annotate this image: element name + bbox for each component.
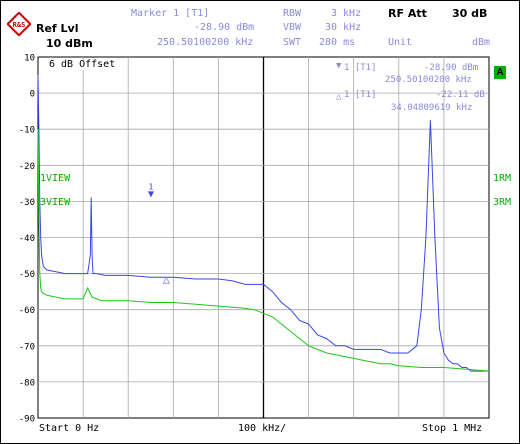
trace-3-rm-label: 3RM	[493, 197, 512, 208]
trace-mode-badge: A	[494, 66, 506, 79]
y-tick-label: 10	[24, 54, 35, 64]
markers: 1	[147, 182, 170, 284]
readout-delta-1-level: -22.11 dB	[436, 90, 485, 100]
y-tick-label: -80	[19, 378, 35, 388]
marker-1-symbol	[147, 191, 154, 198]
delta-marker-symbol-icon: △	[336, 92, 342, 102]
marker-1-symbol-icon: ▼	[336, 61, 342, 71]
y-tick-label: 0	[30, 90, 35, 100]
y-tick-label: -20	[19, 162, 35, 172]
readout-delta-1-tag: 1 [T1]	[344, 90, 377, 100]
unit-value: dBm	[472, 37, 491, 48]
swt-value: 280 ms	[319, 37, 356, 48]
readout-marker-1-frequency: 250.50100200 kHz	[385, 75, 472, 85]
trace-3view	[37, 129, 490, 372]
trace-1view	[37, 74, 489, 372]
y-tick-label: -10	[19, 126, 35, 136]
readout-marker-1-tag: 1 [T1]	[344, 63, 377, 73]
y-tick-label: -40	[19, 234, 35, 244]
marker-level: -28.90 dBm	[194, 22, 255, 33]
marker-title: Marker 1 [T1]	[131, 8, 210, 19]
rbw-label: RBW	[283, 8, 302, 19]
trace-1-rm-label: 1RM	[493, 173, 512, 184]
y-tick-label: -60	[19, 306, 35, 316]
traces	[37, 74, 490, 372]
rf-att-label: RF Att	[388, 7, 427, 20]
y-tick-label: -90	[19, 415, 35, 425]
vbw-label: VBW	[283, 22, 302, 33]
vbw-value: 30 kHz	[325, 22, 362, 33]
unit-label: Unit	[388, 37, 413, 48]
marker-1-label: 1	[149, 182, 154, 191]
ref-level-label: Ref Lvl	[36, 22, 79, 35]
rbw-value: 3 kHz	[331, 8, 362, 19]
swt-label: SWT	[283, 37, 302, 48]
trace-1-view-label: 1VIEW	[40, 173, 71, 184]
delta-marker-symbol	[162, 276, 170, 284]
y-tick-label: -70	[19, 342, 35, 352]
x-stop-label: Stop 1 MHz	[422, 423, 483, 434]
trace-3-view-label: 3VIEW	[40, 197, 71, 208]
grid	[37, 56, 490, 419]
rf-att-value: 30 dB	[452, 7, 488, 20]
x-scale-label: 100 kHz/	[238, 423, 287, 434]
readout-delta-1-frequency: 34.04809619 kHz	[391, 103, 473, 113]
offset-label: 6 dB Offset	[49, 59, 116, 70]
svg-text:R&S: R&S	[13, 21, 26, 29]
readout-marker-1-level: -28.90 dBm	[424, 63, 479, 73]
x-start-label: Start 0 Hz	[39, 423, 100, 434]
y-tick-label: -30	[19, 198, 35, 208]
ref-level-value: 10 dBm	[46, 37, 93, 50]
marker-frequency: 250.50100200 kHz	[157, 37, 254, 48]
y-axis-tick-labels: 10 0 -10 -20 -30 -40 -50 -60 -70 -80 -90	[19, 54, 35, 425]
y-tick-label: -50	[19, 270, 35, 280]
rohde-schwarz-logo-icon: R&S	[7, 12, 31, 36]
